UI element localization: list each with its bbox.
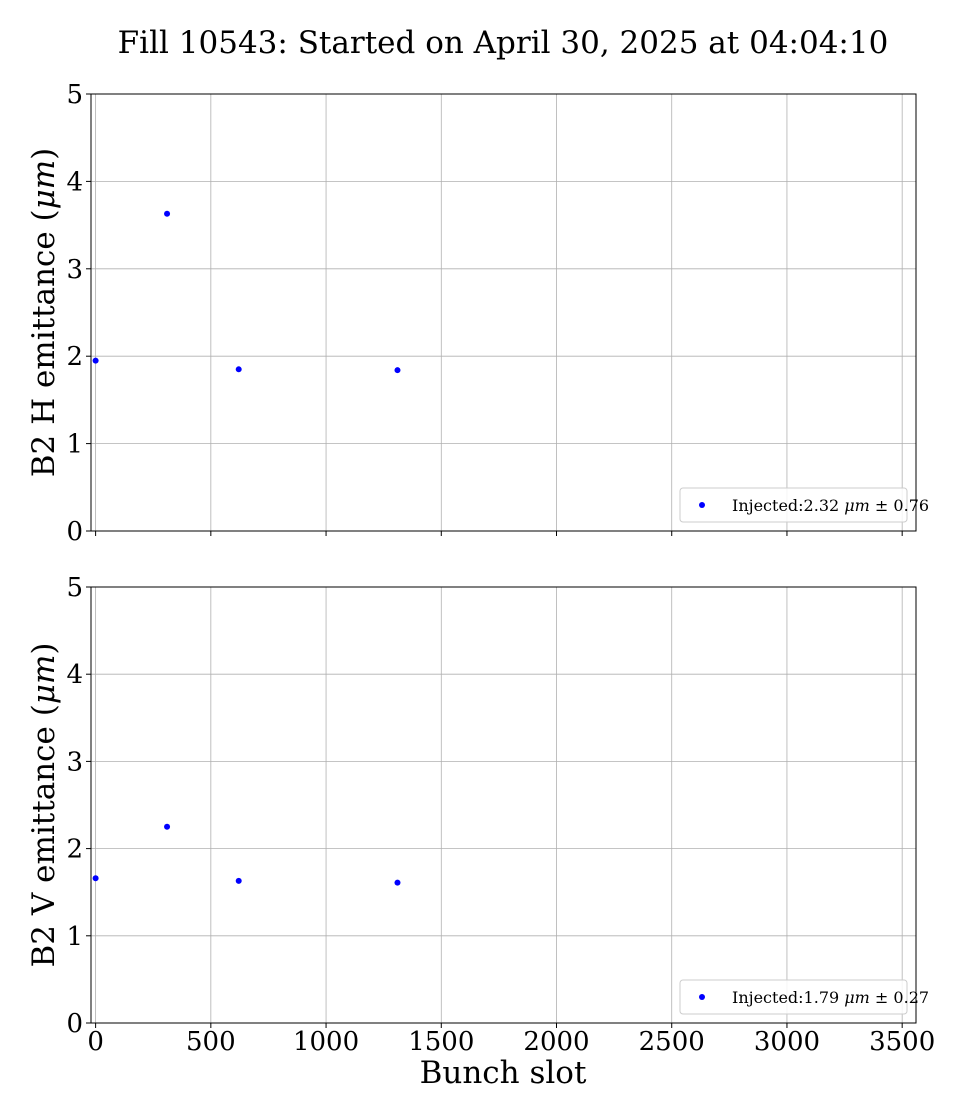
x-tick-label: 0 xyxy=(87,1027,104,1057)
legend-marker xyxy=(699,502,705,508)
legend-label-unit: μm xyxy=(844,496,870,515)
legend-label-prefix: Injected:1.79 xyxy=(732,988,844,1007)
y-axis-label-close: ) xyxy=(26,148,62,160)
legend-box xyxy=(679,487,908,523)
y-tick-label: 1 xyxy=(66,430,83,460)
data-point xyxy=(164,210,171,217)
chart-title: Fill 10543: Started on April 30, 2025 at… xyxy=(118,25,889,61)
panel-2: 0 500 1000 1500 2000 2500 3000 3500 0 1 2 3 4 5 B2 V e… xyxy=(26,573,935,1057)
y-tick-label: 5 xyxy=(66,573,83,603)
y-tick-label: 2 xyxy=(66,835,83,865)
legend-marker xyxy=(699,994,705,1000)
y-tick-label: 5 xyxy=(66,80,83,110)
plot-frame xyxy=(90,586,917,1024)
legend-box xyxy=(679,979,908,1015)
y-tick-label: 0 xyxy=(66,1009,83,1039)
data-point xyxy=(92,875,99,882)
x-axis-label: Bunch slot xyxy=(420,1055,587,1091)
y-axis-label-unit: μm xyxy=(26,655,62,705)
y-axis-label: B2 V emittance (μm) xyxy=(26,643,62,968)
y-tick-label: 0 xyxy=(66,517,83,547)
x-tick-label: 1500 xyxy=(408,1027,474,1057)
y-tick-label: 1 xyxy=(66,922,83,952)
legend-label: Injected:2.32 μm ± 0.76 xyxy=(732,496,929,515)
legend-label-suffix: ± 0.76 xyxy=(870,496,929,515)
y-tick-label: 3 xyxy=(66,747,83,777)
y-axis-label: B2 H emittance (μm) xyxy=(26,148,62,478)
x-tick-label: 2500 xyxy=(639,1027,705,1057)
x-tick-label: 500 xyxy=(186,1027,236,1057)
y-axis-label-close: ) xyxy=(26,643,62,655)
data-point xyxy=(235,877,242,884)
legend-label: Injected:1.79 μm ± 0.27 xyxy=(732,988,929,1007)
legend-label-suffix: ± 0.27 xyxy=(870,988,929,1007)
data-point xyxy=(394,879,401,886)
y-axis-label-text: B2 H emittance ( xyxy=(26,209,62,477)
data-point xyxy=(235,366,242,373)
x-tick-label: 3500 xyxy=(869,1027,935,1057)
legend: Injected:2.32 μm ± 0.76 xyxy=(679,487,929,523)
y-axis-label-unit: μm xyxy=(26,160,62,210)
data-point xyxy=(92,357,99,364)
y-tick-label: 3 xyxy=(66,255,83,285)
y-tick-label: 4 xyxy=(66,660,83,690)
y-tick-label: 4 xyxy=(66,167,83,197)
legend: Injected:1.79 μm ± 0.27 xyxy=(679,979,929,1015)
y-axis-label-text: B2 V emittance ( xyxy=(26,704,62,967)
data-point xyxy=(394,367,401,374)
x-tick-label: 2000 xyxy=(523,1027,589,1057)
plot-frame xyxy=(90,93,917,532)
legend-label-unit: μm xyxy=(844,988,870,1007)
x-tick-label: 1000 xyxy=(293,1027,359,1057)
x-tick-label: 3000 xyxy=(754,1027,820,1057)
y-tick-label: 2 xyxy=(66,342,83,372)
legend-label-prefix: Injected:2.32 xyxy=(732,496,844,515)
data-point xyxy=(164,823,171,830)
